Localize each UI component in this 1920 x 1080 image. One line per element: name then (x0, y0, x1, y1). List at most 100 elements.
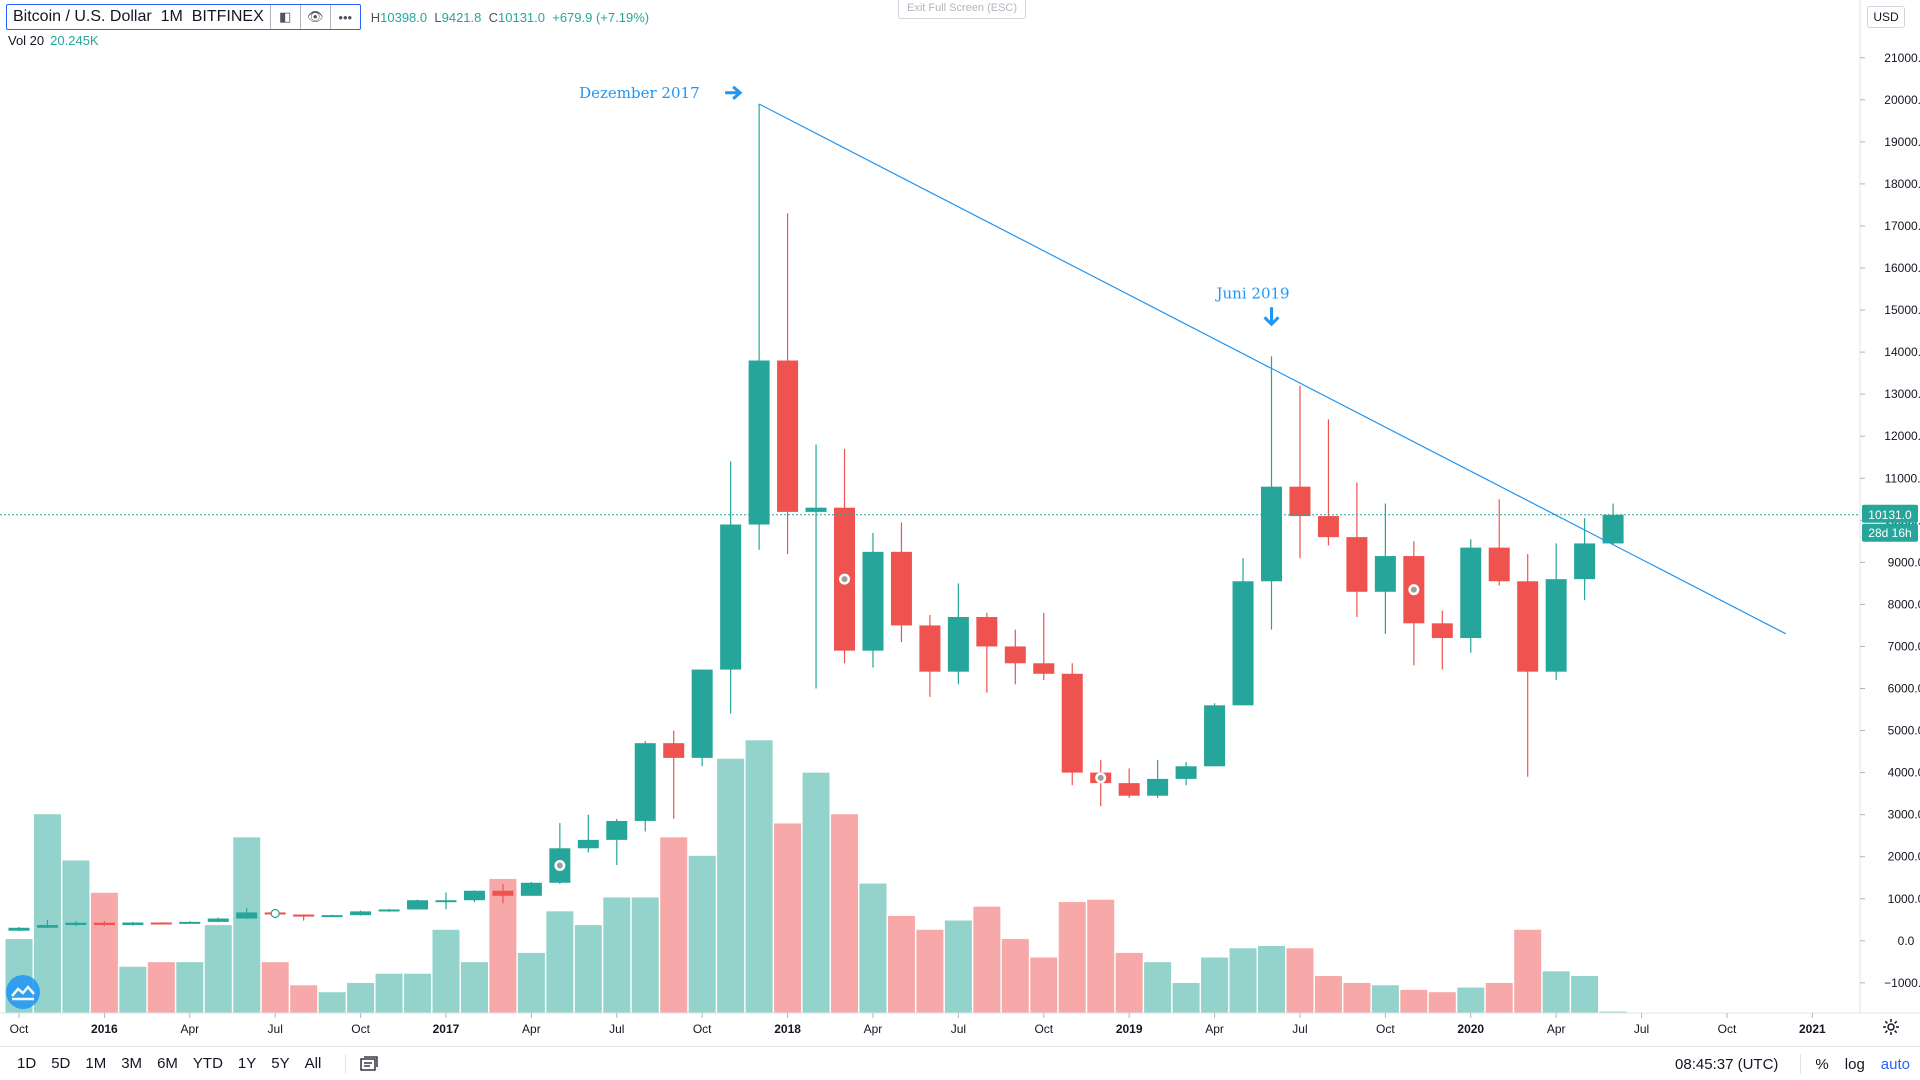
currency-button[interactable]: USD (1867, 6, 1905, 28)
chart-canvas[interactable]: Dezember 2017 Juni 2019 −1000.0 0.0 1000.0 2… (0, 0, 1920, 1046)
candle-body[interactable] (293, 914, 315, 917)
candle-body[interactable] (1147, 778, 1169, 796)
trendline[interactable] (758, 103, 1787, 635)
compare-icon[interactable] (360, 1055, 378, 1072)
time-tick-label: 2017 (433, 1022, 460, 1036)
candle-body[interactable] (805, 507, 827, 512)
candle-body[interactable] (1033, 663, 1055, 674)
candle-body[interactable] (321, 915, 343, 918)
event-marker-dot (556, 862, 563, 869)
candle-body[interactable] (976, 617, 998, 647)
utc-clock[interactable]: 08:45:37 (UTC) (1675, 1055, 1779, 1073)
candle-body[interactable] (1517, 581, 1539, 672)
candle-body[interactable] (1317, 516, 1339, 538)
candle-body[interactable] (1431, 623, 1453, 639)
candle-body[interactable] (1232, 581, 1254, 706)
exit-fullscreen-button[interactable]: Exit Full Screen (ESC) (898, 0, 1026, 19)
candle-body[interactable] (577, 839, 599, 849)
time-tick-label: 2016 (91, 1022, 118, 1036)
candle-body[interactable] (634, 743, 656, 821)
volume-bar (973, 906, 1001, 1013)
auto-scale-toggle[interactable]: auto (1880, 1055, 1910, 1073)
candle-body[interactable] (1488, 547, 1510, 582)
time-tick-label: 2021 (1799, 1022, 1826, 1036)
volume-bar (347, 982, 375, 1013)
candle-body[interactable] (947, 617, 969, 672)
timeframe-5y[interactable]: 5Y (271, 1055, 290, 1072)
candle-body[interactable] (1261, 486, 1283, 582)
candle-body[interactable] (435, 900, 457, 903)
time-tick-label: Jul (1292, 1022, 1307, 1036)
candle-body[interactable] (1374, 556, 1396, 592)
candle-body[interactable] (378, 909, 400, 912)
price-tick-label: 16000.0 (1884, 261, 1920, 275)
percent-scale-toggle[interactable]: % (1815, 1055, 1829, 1073)
candle-body[interactable] (207, 918, 229, 922)
candle-body[interactable] (65, 922, 87, 926)
candle-body[interactable] (1004, 646, 1026, 664)
candle-body[interactable] (691, 669, 713, 758)
candle-body[interactable] (150, 922, 172, 925)
more-icon[interactable]: ••• (329, 5, 360, 29)
timeframe-all[interactable]: All (304, 1055, 322, 1072)
tradingview-logo-icon[interactable] (6, 975, 40, 1009)
timeframe-1y[interactable]: 1Y (237, 1055, 257, 1072)
candle-body[interactable] (1574, 543, 1596, 580)
timeframe-6m[interactable]: 6M (157, 1055, 178, 1072)
candle-body[interactable] (777, 360, 799, 512)
candle-body[interactable] (350, 911, 372, 916)
volume-bar (1172, 982, 1200, 1013)
candle-body[interactable] (862, 551, 884, 651)
symbol-name[interactable]: Bitcoin / U.S. Dollar 1M BITFINEX (13, 8, 264, 25)
candle-body[interactable] (179, 921, 201, 924)
candle-body[interactable] (919, 625, 941, 672)
timeframe-1d[interactable]: 1D (17, 1055, 37, 1072)
toolbar-divider (345, 1053, 347, 1074)
price-tick-label: 2000.0 (1888, 850, 1920, 864)
arrow-right-icon (725, 85, 743, 100)
volume-bar (33, 814, 61, 1013)
candle-body[interactable] (1061, 673, 1083, 773)
volume-bar (831, 814, 859, 1013)
event-marker[interactable] (270, 908, 280, 919)
volume-bar (1428, 992, 1456, 1013)
candle-body[interactable] (520, 882, 542, 896)
candle-body[interactable] (1545, 579, 1567, 672)
candle-body[interactable] (93, 922, 115, 926)
volume-bar (1371, 985, 1399, 1013)
timeframe-ytd[interactable]: YTD (192, 1055, 223, 1072)
candle-body[interactable] (236, 912, 258, 919)
candle-body[interactable] (748, 360, 770, 525)
price-tick-label: 15000.0 (1884, 303, 1920, 317)
candle-body[interactable] (720, 524, 742, 670)
candle-body[interactable] (463, 890, 485, 901)
gear-icon[interactable] (1881, 1017, 1901, 1037)
annotation-text[interactable]: Dezember 2017 (579, 84, 700, 102)
candle-body[interactable] (1118, 783, 1140, 796)
timeframe-1m[interactable]: 1M (85, 1055, 107, 1072)
eye-icon[interactable]: 👁 (299, 5, 330, 29)
time-tick-label: Oct (351, 1022, 370, 1036)
annotation-text[interactable]: Juni 2019 (1215, 284, 1290, 302)
timeframe-3m[interactable]: 3M (121, 1055, 143, 1072)
candle-body[interactable] (1602, 514, 1624, 544)
log-scale-toggle[interactable]: log (1844, 1055, 1865, 1073)
candle-body[interactable] (122, 922, 144, 926)
candle-body[interactable] (1204, 705, 1226, 767)
timeframe-5d[interactable]: 5D (51, 1055, 71, 1072)
candle-body[interactable] (1289, 486, 1311, 517)
candle-body[interactable] (1460, 547, 1482, 639)
candle-body[interactable] (36, 925, 58, 928)
time-tick-label: Oct (1718, 1022, 1737, 1036)
symbol-box[interactable]: Bitcoin / U.S. Dollar 1M BITFINEX ◧ 👁 ••… (6, 4, 361, 30)
candle-body[interactable] (663, 743, 685, 758)
price-tick-label: 1000.0 (1888, 892, 1920, 906)
candle-body[interactable] (1346, 537, 1368, 592)
chart-type-icon[interactable]: ◧ (269, 5, 300, 29)
candle-body[interactable] (890, 551, 912, 626)
candle-body[interactable] (492, 890, 514, 896)
candle-body[interactable] (8, 927, 30, 931)
candle-body[interactable] (606, 820, 628, 840)
candle-body[interactable] (1175, 766, 1197, 779)
candle-body[interactable] (407, 900, 429, 910)
